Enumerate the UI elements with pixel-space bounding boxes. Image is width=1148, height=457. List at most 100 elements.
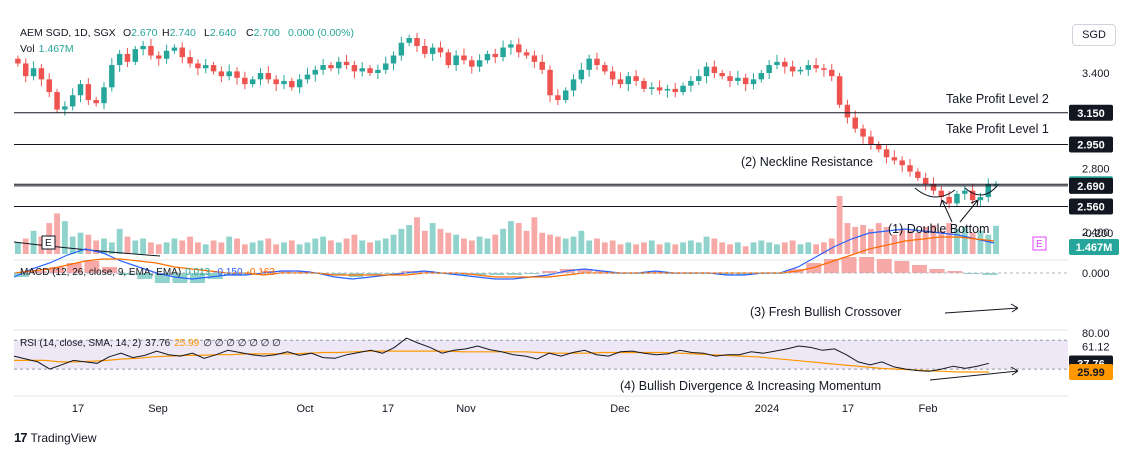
- volume-bar: [758, 240, 765, 254]
- volume-bar: [789, 240, 796, 254]
- candle: [633, 70, 639, 87]
- volume-bar: [359, 240, 366, 254]
- volume-bar: [492, 234, 499, 254]
- volume-bar: [734, 242, 741, 254]
- volume-bar: [484, 238, 491, 254]
- candle: [242, 71, 248, 90]
- time-tick: Dec: [610, 403, 630, 415]
- candle: [148, 38, 154, 60]
- candle-body: [202, 65, 209, 69]
- candle-body: [969, 190, 976, 201]
- macd-histogram-bar: [489, 273, 505, 275]
- price-axis: 3.400 2.800 2.400: [1082, 68, 1110, 239]
- candle-body: [977, 197, 984, 201]
- macd-histogram-bar: [859, 257, 875, 273]
- candle: [829, 63, 835, 82]
- volume-bar: [578, 230, 585, 254]
- earnings-marker-left[interactable]: E: [41, 235, 56, 250]
- macd-histogram-bar: [137, 273, 153, 279]
- macd-histogram-bar: [823, 259, 839, 273]
- candle: [688, 75, 694, 92]
- macd-crossover-label: (3) Fresh Bullish Crossover: [750, 305, 901, 319]
- volume-bar: [680, 242, 686, 254]
- volume-bar: [468, 240, 475, 254]
- volume-bar: [22, 238, 29, 254]
- macd-histogram-bar: [102, 267, 118, 273]
- volume-bar: [179, 240, 186, 254]
- volume-badge-value: 1.467M: [1076, 242, 1113, 254]
- candle-body: [15, 58, 21, 64]
- level-badge: [1069, 177, 1113, 194]
- tradingview-brand[interactable]: 17 TradingView: [14, 430, 97, 445]
- volume-bar: [711, 238, 718, 254]
- volume-bar: [257, 240, 264, 254]
- ohlc-low: L2.640: [204, 27, 236, 39]
- candle: [821, 64, 827, 77]
- volume-bar: [531, 217, 538, 254]
- volume-bar: [328, 240, 334, 254]
- candle-body: [469, 60, 475, 67]
- macd-histogram-bar: [894, 261, 910, 273]
- volume-bar: [703, 236, 710, 254]
- volume-bar: [977, 230, 984, 254]
- candle: [813, 58, 819, 73]
- candle-body: [688, 80, 694, 86]
- earnings-marker-right[interactable]: E: [1032, 236, 1047, 251]
- candle-body: [351, 65, 358, 72]
- volume-bar: [805, 242, 812, 254]
- volume-bar: [774, 244, 780, 254]
- level-badge: [1069, 136, 1113, 153]
- candle-body: [116, 53, 123, 66]
- candle: [328, 61, 334, 72]
- candle: [265, 66, 272, 84]
- candle: [836, 73, 843, 108]
- candle: [93, 96, 99, 107]
- candle: [15, 55, 21, 67]
- candle-body: [414, 38, 420, 46]
- candle: [515, 38, 522, 58]
- macd-histogram-bar: [84, 261, 100, 273]
- arrow-icon: [929, 366, 1019, 381]
- volume-bar: [249, 242, 256, 254]
- candle-body: [852, 117, 858, 129]
- candle-body: [320, 65, 326, 70]
- arrow-icon: [944, 303, 1019, 314]
- macd-histogram-bar: [718, 273, 734, 275]
- candle-body: [609, 71, 616, 80]
- macd-histogram-bar: [577, 269, 593, 273]
- candle-body: [821, 68, 827, 70]
- candle-body: [766, 65, 772, 73]
- candle: [570, 74, 577, 97]
- candle: [617, 72, 624, 89]
- symbol-label: AEM SGD, 1D, SGX: [20, 27, 116, 39]
- currency-button[interactable]: SGD: [1072, 24, 1116, 46]
- volume-bar: [171, 238, 178, 254]
- level-badge: [1069, 104, 1113, 121]
- time-tick: Sep: [148, 403, 168, 415]
- volume-bar: [914, 232, 921, 254]
- volume-bar: [813, 244, 820, 254]
- volume-bar: [281, 242, 287, 254]
- candle: [695, 69, 702, 86]
- macd-histogram-bar: [66, 263, 82, 273]
- candle-body: [296, 79, 303, 88]
- candle: [296, 74, 303, 94]
- candle: [860, 124, 866, 144]
- price-pane[interactable]: [14, 32, 1068, 397]
- candle-body: [562, 90, 569, 101]
- candle: [38, 64, 45, 87]
- double-bottom-arc: [914, 187, 956, 198]
- candle: [359, 62, 365, 77]
- arrow-icon: [939, 199, 953, 223]
- volume-bar: [367, 242, 373, 254]
- candle-body: [899, 160, 905, 166]
- candle-body: [523, 52, 530, 56]
- candle-body: [633, 76, 639, 81]
- macd-legend: MACD (12, 26, close, 9, EMA, EMA) 0.013 -0…: [20, 267, 275, 278]
- candle-body: [359, 68, 365, 72]
- candle: [547, 65, 553, 103]
- volume-bar: [453, 234, 460, 254]
- candle: [758, 69, 765, 83]
- candle: [445, 49, 452, 69]
